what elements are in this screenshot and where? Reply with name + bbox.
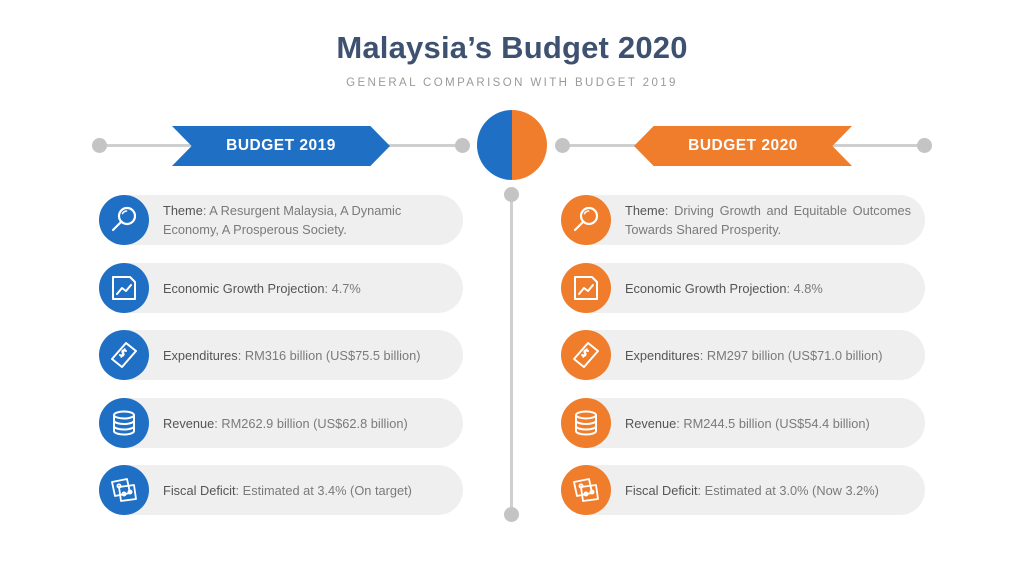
item-label: Revenue [625,415,677,431]
right-end-dot [917,138,932,153]
item-separator: : [324,280,332,296]
right-item-expenditures: Expenditures: RM297 billion (US$71.0 bil… [561,330,925,380]
magnifier-icon [561,195,611,245]
item-value: RM244.5 billion (US$54.4 billion) [683,415,870,431]
center-vertical-line [510,190,513,515]
item-value: A Resurgent Malaysia, A Dynamic Economy,… [163,203,402,237]
right-inner-dot [555,138,570,153]
coin-stack-icon [561,398,611,448]
left-item-revenue: Revenue: RM262.9 billion (US$62.8 billio… [99,398,463,448]
center-top-dot [504,187,519,202]
item-value: Estimated at 3.0% (Now 3.2%) [704,482,879,498]
item-separator: : [676,415,684,431]
right-item-revenue: Revenue: RM244.5 billion (US$54.4 billio… [561,398,925,448]
left-item-expenditures: Expenditures: RM316 billion (US$75.5 bil… [99,330,463,380]
budget-2020-banner: BUDGET 2020 [634,126,852,166]
item-separator: : [237,347,245,363]
item-label: Fiscal Deficit [625,482,698,498]
item-separator: : [202,203,210,218]
item-value: 4.8% [793,280,823,296]
item-separator: : [697,482,705,498]
item-separator: : [235,482,243,498]
item-separator: : [664,203,675,218]
growth-chart-icon [561,263,611,313]
left-end-dot [92,138,107,153]
growth-chart-icon [99,263,149,313]
item-value: RM297 billion (US$71.0 billion) [706,347,883,363]
item-label: Revenue [163,415,215,431]
right-item-theme: Theme: Driving Growth and Equitable Outc… [561,195,925,245]
item-separator: : [786,280,794,296]
left-item-fiscal-deficit: Fiscal Deficit: Estimated at 3.4% (On ta… [99,465,463,515]
item-separator: : [214,415,222,431]
money-bill-icon [99,330,149,380]
item-value: Driving Growth and Equitable Outcomes To… [625,203,911,237]
item-label: Expenditures [625,347,700,363]
item-separator: : [699,347,707,363]
item-label: Theme [163,203,203,218]
center-split-circle [477,110,547,180]
budget-2019-banner: BUDGET 2019 [172,126,390,166]
item-label: Economic Growth Projection [163,280,325,296]
magnifier-icon [99,195,149,245]
money-bill-icon [561,330,611,380]
banknotes-icon [99,465,149,515]
page-subtitle: GENERAL COMPARISON WITH BUDGET 2019 [346,77,678,89]
item-label: Economic Growth Projection [625,280,787,296]
left-item-theme: Theme: A Resurgent Malaysia, A Dynamic E… [99,195,463,245]
center-bottom-dot [504,507,519,522]
banknotes-icon [561,465,611,515]
left-inner-dot [455,138,470,153]
page-title: Malaysia’s Budget 2020 [336,30,688,65]
item-label: Fiscal Deficit [163,482,236,498]
left-item-economic-growth-projection: Economic Growth Projection: 4.7% [99,263,463,313]
right-item-economic-growth-projection: Economic Growth Projection: 4.8% [561,263,925,313]
item-label: Expenditures [163,347,238,363]
right-item-fiscal-deficit: Fiscal Deficit: Estimated at 3.0% (Now 3… [561,465,925,515]
item-value: RM316 billion (US$75.5 billion) [244,347,421,363]
item-label: Theme [625,203,665,218]
item-value: RM262.9 billion (US$62.8 billion) [221,415,408,431]
item-value: Estimated at 3.4% (On target) [242,482,412,498]
item-value: 4.7% [331,280,361,296]
coin-stack-icon [99,398,149,448]
